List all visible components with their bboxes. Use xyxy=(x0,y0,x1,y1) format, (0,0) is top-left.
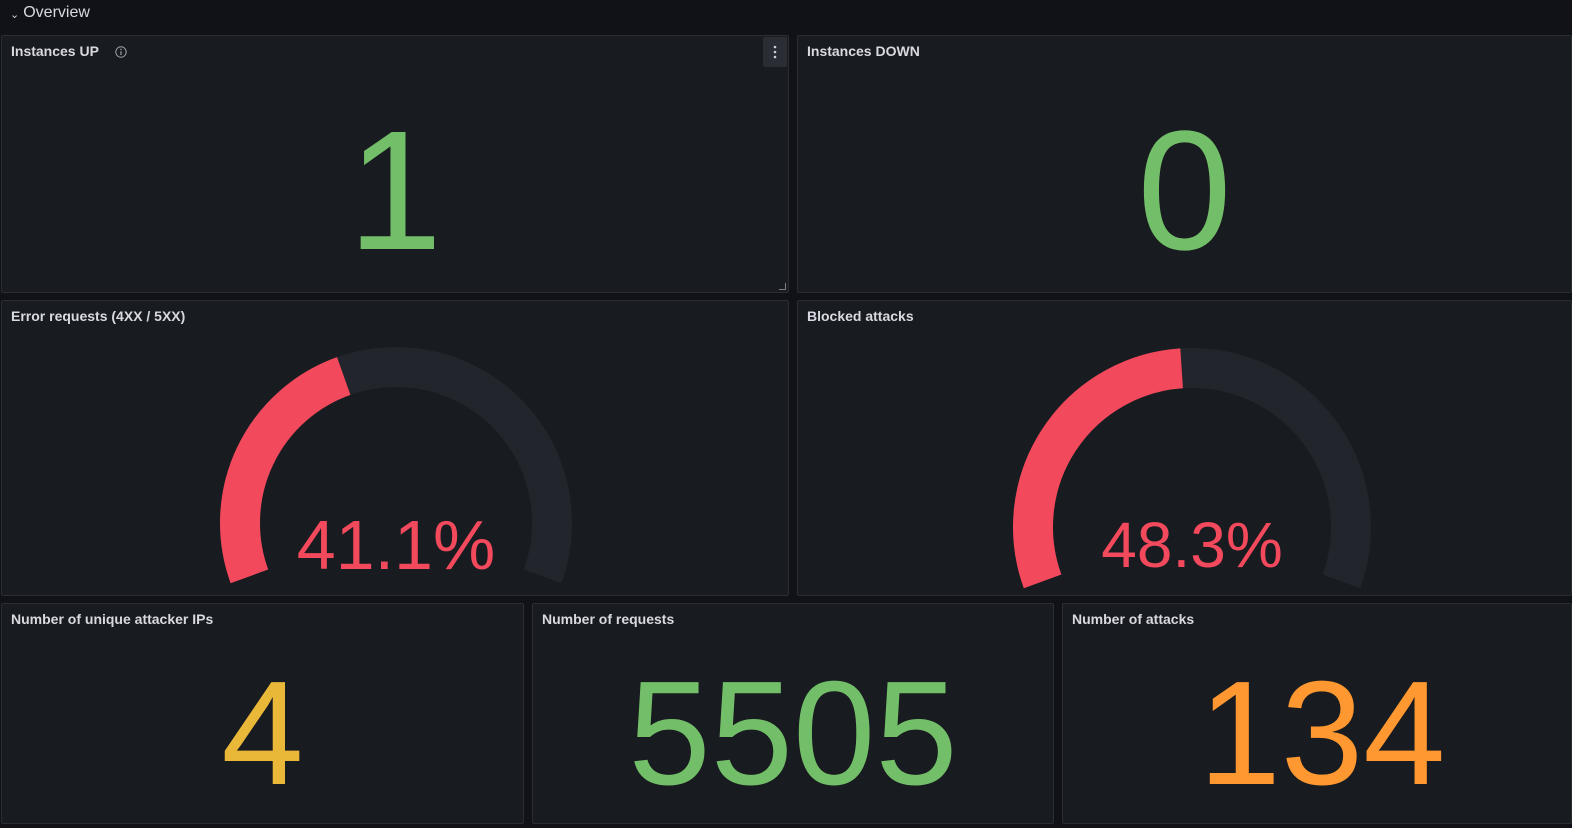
gauge-error-requests: 41.1% xyxy=(220,347,572,584)
panel-title-number-of-requests: Number of requests xyxy=(542,611,675,627)
panel-title-instances-down: Instances DOWN xyxy=(807,43,920,59)
gauge-fill xyxy=(220,357,351,584)
panel-instances-up[interactable]: Instances UP 1 xyxy=(1,35,789,293)
gauge-fill xyxy=(1013,348,1184,589)
panel-number-of-requests[interactable]: Number of requests 5505 xyxy=(532,603,1054,824)
panel-blocked-attacks[interactable]: Blocked attacks 48.3% xyxy=(797,300,1572,596)
gauge-value-text: 48.3% xyxy=(1101,509,1282,581)
panel-unique-attacker-ips[interactable]: Number of unique attacker IPs 4 xyxy=(1,603,524,824)
panel-title-instances-up: Instances UP xyxy=(11,43,99,59)
stat-value-instances-up: 1 xyxy=(347,96,443,286)
gauge-blocked-attacks: 48.3% xyxy=(1013,348,1371,589)
panel-title-unique-attacker-ips: Number of unique attacker IPs xyxy=(11,611,214,627)
panel-error-requests[interactable]: Error requests (4XX / 5XX) 41.1% xyxy=(1,300,789,596)
panel-title-number-of-attacks: Number of attacks xyxy=(1072,611,1195,627)
chevron-down-icon[interactable]: ⌄ xyxy=(10,8,20,21)
info-icon[interactable] xyxy=(115,45,127,58)
panel-title-error-requests: Error requests (4XX / 5XX) xyxy=(11,308,186,324)
row-header-overview[interactable]: ⌄ Overview xyxy=(0,0,1572,26)
gauge-value-text: 41.1% xyxy=(297,506,495,584)
stat-value-instances-down: 0 xyxy=(1137,96,1232,286)
stat-value-unique-attacker-ips: 4 xyxy=(221,651,304,816)
stat-value-number-of-attacks: 134 xyxy=(1198,651,1446,816)
row-title: Overview xyxy=(23,4,90,21)
stat-value-number-of-requests: 5505 xyxy=(628,651,958,816)
resize-handle[interactable] xyxy=(779,283,786,290)
panel-number-of-attacks[interactable]: Number of attacks 134 xyxy=(1062,603,1572,824)
panel-menu-button[interactable] xyxy=(763,37,787,67)
panel-title-blocked-attacks: Blocked attacks xyxy=(807,308,914,324)
kebab-menu-icon xyxy=(773,45,777,59)
panel-instances-down[interactable]: Instances DOWN 0 xyxy=(797,35,1572,293)
